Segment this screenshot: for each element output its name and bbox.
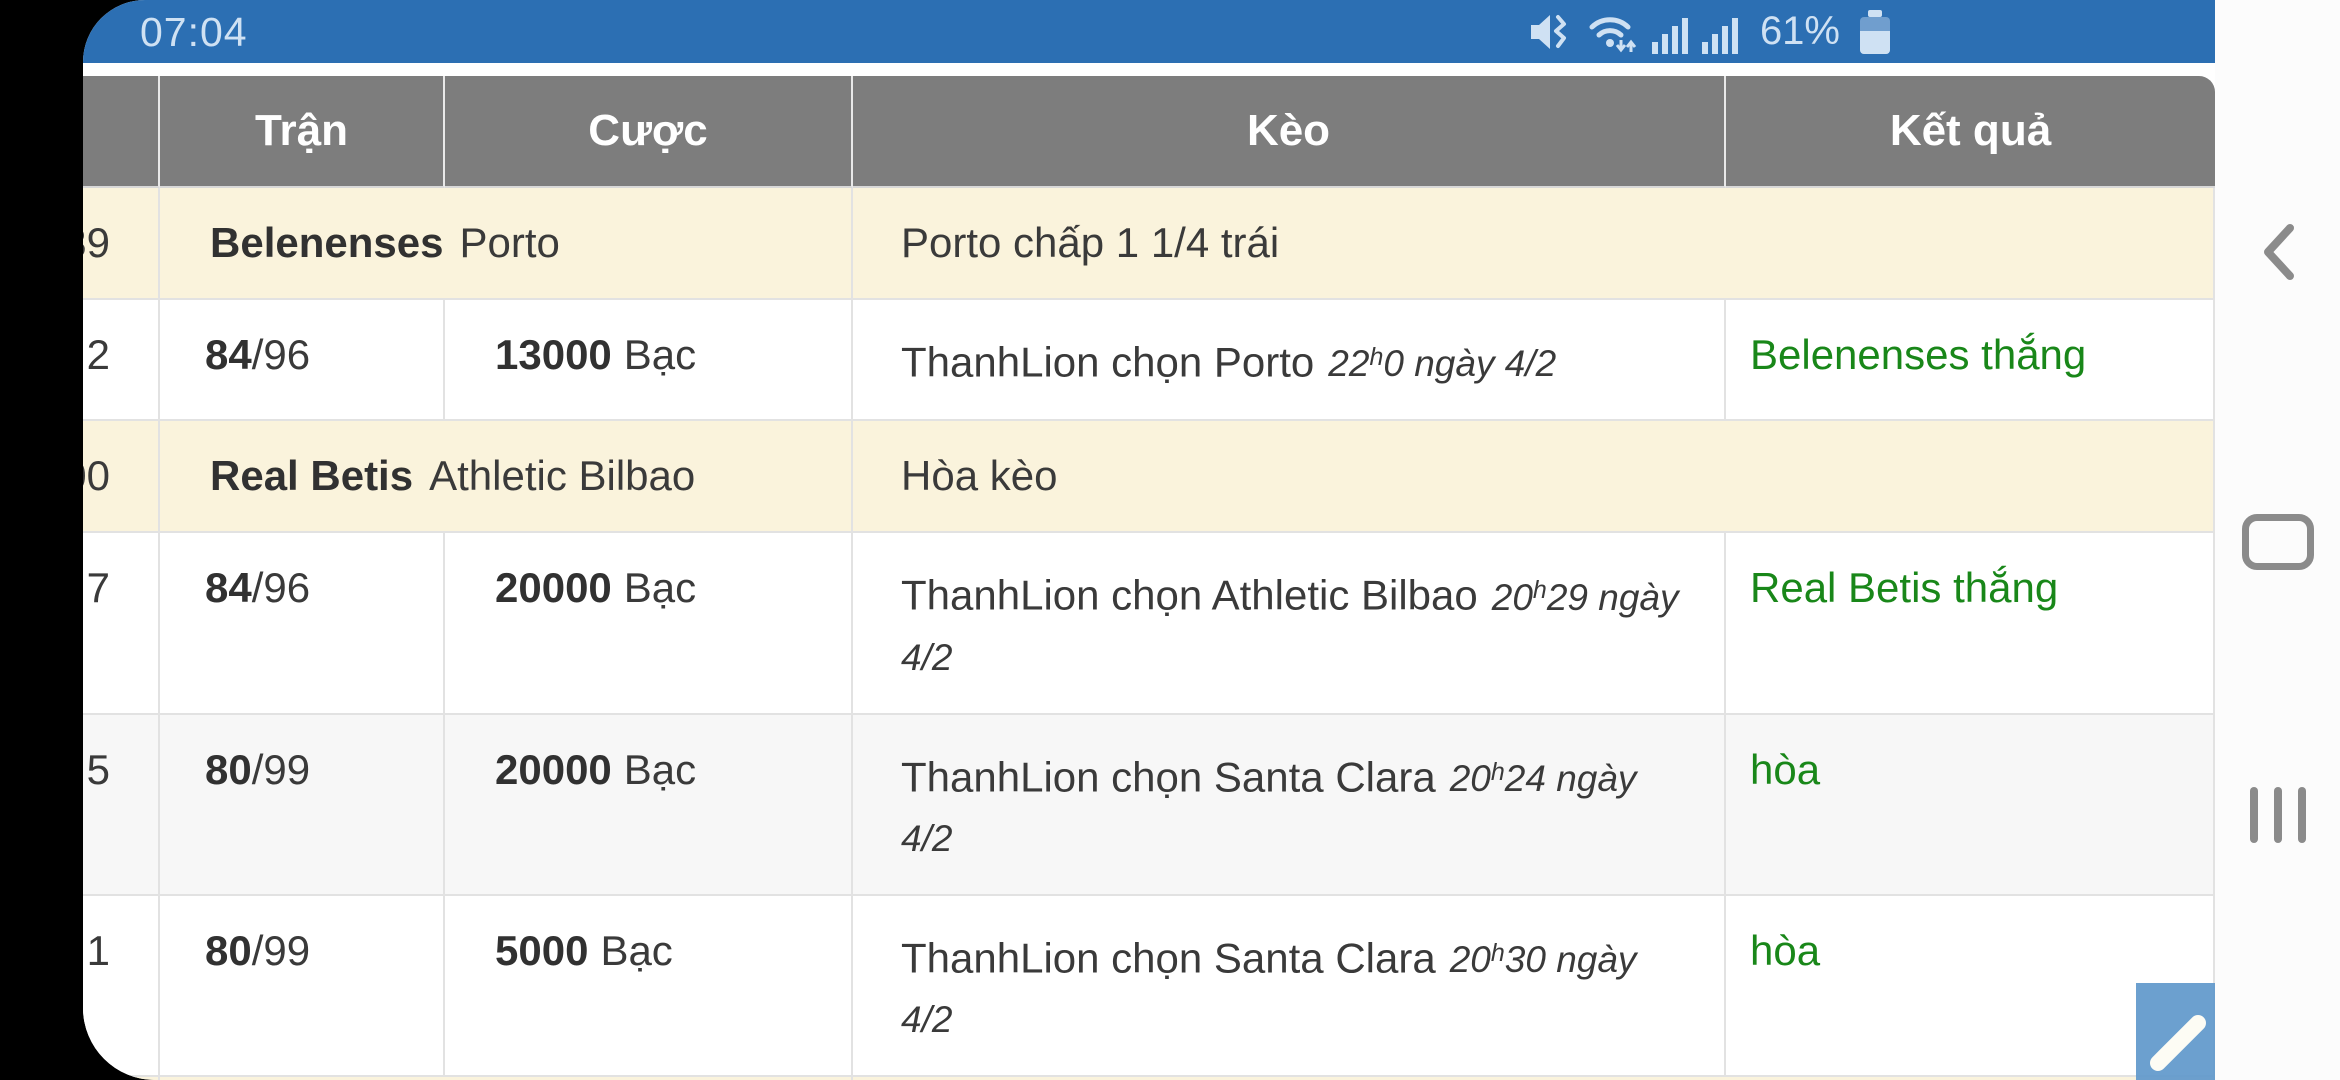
- header-id: [83, 76, 160, 188]
- bets-table: Trận Cược Kèo Kết quả 39 Belenenses Porto…: [83, 76, 2215, 1080]
- bet-result: hòa: [1726, 714, 2215, 896]
- home-button[interactable]: [2215, 482, 2340, 602]
- clock: 07:04: [140, 9, 248, 55]
- handicap-line: Hòa kèo: [853, 421, 2215, 534]
- bet-ref: 7: [83, 533, 160, 715]
- bet-ref: [83, 1077, 160, 1080]
- odds-value: 84/96: [160, 300, 445, 422]
- bet-ref: 39: [83, 188, 160, 300]
- home-team: Belenenses: [210, 219, 444, 266]
- handicap-line: Porto chấp 1 1/4 trái: [853, 188, 2215, 300]
- home-team: Real Betis: [210, 452, 414, 500]
- bet-row: 5 80/99 20000 Bạc ThanhLion chọn Santa Cl…: [83, 714, 2215, 896]
- away-team: Athletic Bilbao: [429, 452, 696, 500]
- match-row: 39 Belenenses Porto Porto chấp 1 1/4 trái: [83, 188, 2215, 300]
- bet-ref: 1: [83, 895, 160, 1078]
- battery-icon: [1860, 9, 1890, 54]
- status-bar: 07:04: [83, 0, 2215, 63]
- signal-icon: [1701, 10, 1738, 54]
- header-result: Kết quả: [1726, 76, 2215, 188]
- back-button[interactable]: [2215, 194, 2340, 314]
- navigation-bar: [2215, 0, 2340, 1080]
- signal-icon: [1651, 10, 1688, 54]
- header-odds: Kèo: [853, 76, 1726, 188]
- odds-value: 80/99: [160, 714, 445, 896]
- match-teams: ClinceniUTA Arad: [160, 1077, 853, 1080]
- bet-timestamp: 22h0 ngày 4/2: [1328, 343, 1557, 385]
- odds-value: 84/96: [160, 533, 445, 715]
- bet-amount: 13000 Bạc: [445, 300, 853, 422]
- bet-amount: 20000 Bạc: [445, 714, 853, 896]
- bet-ref: 2: [83, 300, 160, 422]
- header-bet: Cược: [445, 76, 853, 188]
- table-header-row: Trận Cược Kèo Kết quả: [83, 76, 2215, 188]
- bet-result: hòa: [1726, 895, 2215, 1078]
- match-row: 00 Real Betis Athletic Bilbao Hòa kèo: [83, 421, 2215, 534]
- bet-timestamp: 20h29 ngày 4/2: [901, 576, 1679, 678]
- edit-fab-button[interactable]: [2136, 983, 2215, 1080]
- bet-amount: 20000 Bạc: [445, 533, 853, 715]
- odds-value: 80/99: [160, 895, 445, 1078]
- wifi-arrows-icon: [1588, 9, 1638, 55]
- back-chevron-icon: [2258, 220, 2298, 289]
- battery-percent: 61%: [1759, 9, 1840, 53]
- match-teams: Belenenses Porto: [160, 188, 853, 300]
- bet-timestamp: 20h30 ngày 4/2: [901, 938, 1637, 1041]
- header-match: Trận: [160, 76, 445, 188]
- bet-pick: ThanhLion chọn Santa Clara 20h24 ngày 4/2: [853, 714, 1726, 896]
- home-icon: [2241, 514, 2314, 570]
- bet-row: 7 84/96 20000 Bạc ThanhLion chọn Athletic…: [83, 533, 2215, 715]
- mute-vibrate-icon: [1528, 9, 1574, 55]
- bet-pick: ThanhLion chọn Athletic Bilbao 20h29 ngày…: [853, 533, 1726, 715]
- recents-button[interactable]: [2215, 755, 2340, 875]
- bet-row: 2 84/96 13000 Bạc ThanhLion chọn Porto 22h…: [83, 300, 2215, 422]
- bet-row: 1 80/99 5000 Bạc ThanhLion chọn Santa Cla…: [83, 895, 2215, 1078]
- status-icons: 61%: [1528, 0, 1890, 63]
- phone-screen: 07:04: [83, 0, 2215, 1080]
- bet-pick: ThanhLion chọn Santa Clara 20h30 ngày 4/2: [853, 895, 1726, 1078]
- bet-result: Real Betis thắng: [1726, 533, 2215, 715]
- bet-result: Belenenses thắng: [1726, 300, 2215, 422]
- bet-pick: ThanhLion chọn Porto 22h0 ngày 4/2: [853, 300, 1726, 422]
- bet-amount: 5000 Bạc: [445, 895, 853, 1078]
- bet-timestamp: 20h24 ngày 4/2: [901, 757, 1637, 859]
- recents-icon: [2249, 787, 2306, 843]
- bet-ref: 5: [83, 714, 160, 896]
- match-teams: Real Betis Athletic Bilbao: [160, 421, 853, 534]
- bet-ref: 00: [83, 421, 160, 534]
- away-team: Porto: [459, 219, 560, 266]
